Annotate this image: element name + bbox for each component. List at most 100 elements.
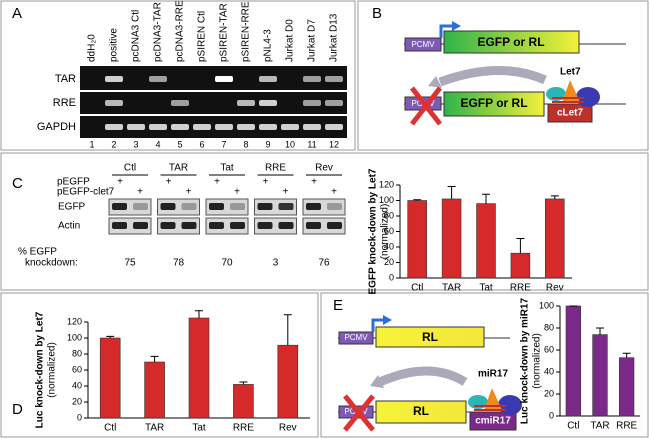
x-tick-label: TAR [590,421,609,432]
knockdown-label: % EGFP [18,247,57,258]
error-bar [516,237,525,254]
plus: + [283,187,289,198]
knockdown-value: 78 [173,258,185,269]
plus: + [263,177,269,188]
band [303,124,321,130]
blot-band [306,203,321,210]
error-bar [195,310,203,318]
blot-band [160,222,176,229]
knockdown-value: 76 [318,258,330,269]
x-tick-label: RRE [616,421,637,432]
error-bar [106,335,115,338]
lane-label: Jurkat D0 [285,19,296,62]
gene: RL [422,330,438,344]
blot-band [209,222,224,229]
mirna: miR17 [478,369,508,380]
plus: + [214,177,220,188]
y-tick-label: 100 [379,195,394,205]
y-tick-label: 80 [72,348,82,358]
y-tick-label: 120 [379,179,394,189]
y-tick-label: 40 [544,366,554,376]
construct-diagram: PCMV RL miR17 PCMV RL cmiR17 [338,315,522,432]
plus: + [137,187,143,198]
band [303,100,321,106]
band [171,124,189,130]
panel-label: C [12,175,23,192]
knockdown-value: 75 [124,258,136,269]
y-tick-label: 120 [67,316,82,326]
lane-label: pNL4-3 [263,29,274,62]
blot-band [133,222,148,229]
panel-b-frame [357,0,649,151]
bar [188,317,210,419]
lane-label: pcDNA3 Ctl [131,10,142,62]
panel-a-frame [0,0,356,151]
blot-band [112,203,127,210]
y-tick-label: 100 [539,300,554,310]
band [127,124,145,130]
construct-diagram: PCMV EGFP or RL Let7 PCMV EGFP or RL cLe… [404,21,626,126]
band [259,124,277,130]
band [237,100,255,106]
bar [407,200,427,279]
plus: + [331,187,337,198]
band [193,124,211,130]
blot-band [160,203,176,210]
y-tick-label: 20 [72,396,82,406]
y-tick-label: 0 [77,412,82,422]
blot-band [230,222,245,229]
band [149,76,167,82]
band [325,76,343,82]
promoter: PCMV [344,333,368,342]
lane-label: positive [109,28,120,62]
panel-label: D [12,401,23,418]
lane-label: pSIREN-TAR [219,3,230,62]
band [237,124,255,130]
plus: + [166,177,172,188]
y-axis-label: (normalized) [532,333,543,389]
lane-number: 8 [243,139,248,149]
y-axis-label: Luc knock-down by Let7 [35,311,46,428]
error-bar [550,195,559,199]
row-label: RRE [53,97,76,109]
lane-label: Jurkat D7 [307,19,318,62]
knockdown-label: knockdown: [25,258,78,269]
promoter: PCMV [411,40,435,49]
plus: + [117,177,123,188]
plus: + [311,177,317,188]
lane-number: 1 [89,139,94,149]
gene: EGFP or RL [477,35,544,49]
panel-label: A [12,5,22,22]
y-tick-label: 0 [549,410,554,420]
panel-label: B [372,5,382,22]
x-tick-label: RRE [233,423,254,434]
lane-number: 11 [307,139,316,149]
plus: + [234,187,240,198]
construct-label: RRE [265,163,286,174]
bar [545,198,565,279]
protein-label: Actin [58,221,80,232]
band [105,100,123,106]
y-axis-label: EGFP knock-down by Let7 [368,168,379,294]
error-bar [482,193,490,204]
panel-e-frame [320,292,649,438]
y-tick-label: 60 [72,364,82,374]
band [259,76,277,82]
lane-number: 10 [285,139,295,149]
construct-label: TAR [169,163,188,174]
gene: EGFP or RL [460,96,527,110]
y-axis-label: Luc knock-down by miR17 [520,297,531,424]
lane-label: Jurkat D13 [329,13,340,62]
y-tick-label: 40 [72,380,82,390]
lane-label: pcDNA3-TAR [153,2,164,62]
y-tick-label: 100 [67,332,82,342]
x-tick-label: RRE [510,283,531,294]
lane-number: 9 [265,139,270,149]
band [215,76,233,82]
band [303,76,321,82]
blot-band [327,222,342,229]
blot-band [278,222,294,229]
band [105,76,123,82]
bar [99,337,121,419]
